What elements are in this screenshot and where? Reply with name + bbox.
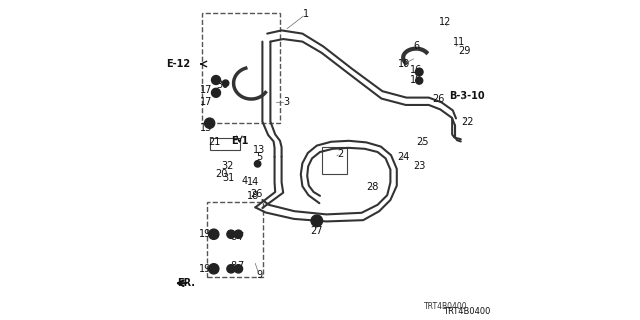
Circle shape [234,265,243,273]
Circle shape [234,230,243,238]
Circle shape [415,68,423,76]
Text: E-12: E-12 [166,59,191,69]
Circle shape [209,229,219,239]
Text: 29: 29 [458,46,470,56]
Text: 17: 17 [200,97,212,108]
Text: 20: 20 [216,169,228,180]
Text: 21: 21 [208,137,221,148]
Text: 16: 16 [410,65,422,76]
Circle shape [416,77,423,84]
Circle shape [211,88,220,97]
Text: 3: 3 [284,97,289,108]
Text: 31: 31 [223,172,235,183]
Text: 8: 8 [230,261,237,271]
Circle shape [227,230,236,238]
Text: 4: 4 [242,176,248,186]
Text: 30: 30 [216,80,228,90]
Text: 5: 5 [256,152,262,162]
Text: 9: 9 [256,270,262,280]
Text: 17: 17 [200,84,212,95]
Text: 27: 27 [310,226,323,236]
Text: 19: 19 [410,75,422,85]
Text: 7: 7 [237,261,243,271]
Text: 22: 22 [461,116,474,127]
Text: B-3-10: B-3-10 [449,91,484,101]
Text: 1: 1 [303,9,308,20]
Circle shape [223,80,229,86]
Text: 14: 14 [246,177,259,188]
Circle shape [211,76,220,84]
Circle shape [227,265,236,273]
Text: 19: 19 [198,229,211,239]
Circle shape [205,118,215,128]
Text: 25: 25 [416,137,429,148]
Text: 24: 24 [397,152,410,162]
Text: TRT4B0400: TRT4B0400 [424,302,468,311]
Text: TRT4B0400: TRT4B0400 [444,308,491,316]
Text: 6: 6 [413,41,419,52]
Circle shape [255,161,261,167]
Text: 26: 26 [250,188,262,199]
Text: FR.: FR. [177,278,195,288]
Text: 19: 19 [198,264,211,274]
Text: 28: 28 [367,182,379,192]
Text: 15: 15 [200,123,212,133]
Text: 23: 23 [413,161,426,172]
Text: 2: 2 [338,148,344,159]
Text: 11: 11 [453,37,465,47]
Circle shape [209,264,219,274]
Text: 10: 10 [397,59,410,69]
Text: 8: 8 [230,232,237,242]
Text: 32: 32 [221,161,234,172]
Text: 12: 12 [438,17,451,28]
Text: 26: 26 [432,94,445,104]
Text: 7: 7 [237,232,243,242]
Text: E-1: E-1 [230,136,248,146]
Text: 13: 13 [253,145,266,156]
Circle shape [311,215,323,227]
Text: 18: 18 [246,191,259,201]
